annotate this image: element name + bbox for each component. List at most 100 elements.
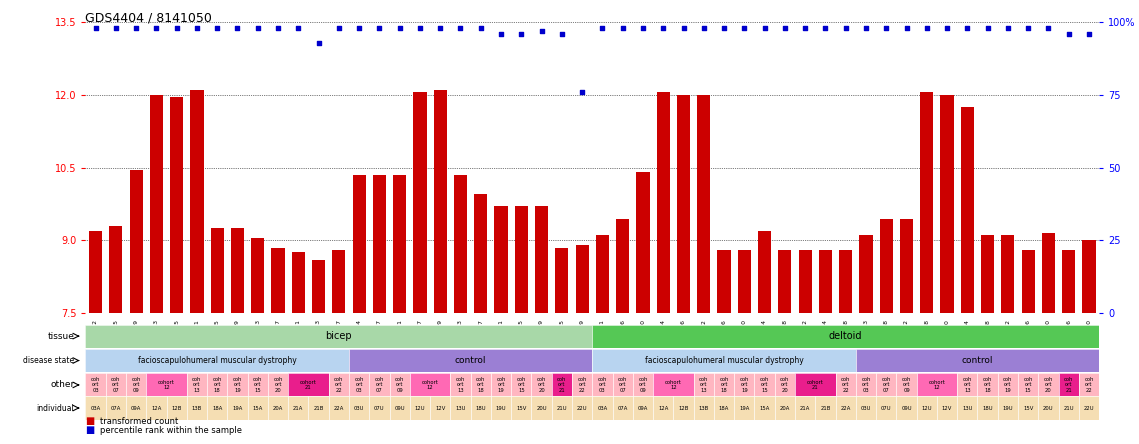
Point	[330, 24, 349, 32]
Text: transformed count: transformed count	[100, 417, 179, 426]
Text: 07U: 07U	[374, 405, 385, 411]
Bar	[252, 238, 264, 313]
Text: facioscapulohumeral muscular dystrophy: facioscapulohumeral muscular dystrophy	[138, 356, 296, 365]
Text: coh
ort
03: coh ort 03	[91, 377, 100, 393]
Point	[188, 24, 206, 32]
Text: cohort
12: cohort 12	[928, 380, 945, 390]
Bar	[596, 235, 609, 313]
Bar	[961, 107, 974, 313]
Point	[796, 24, 814, 32]
Point	[411, 24, 429, 32]
Text: 09U: 09U	[394, 405, 405, 411]
Text: 15A: 15A	[760, 405, 770, 411]
Text: 22A: 22A	[841, 405, 851, 411]
Point	[695, 24, 713, 32]
Text: coh
ort
15: coh ort 15	[760, 377, 769, 393]
Text: 07A: 07A	[617, 405, 628, 411]
Text: 12U: 12U	[415, 405, 425, 411]
Point	[633, 24, 652, 32]
Bar	[556, 248, 568, 313]
Text: coh
ort
03: coh ort 03	[598, 377, 607, 393]
Text: 13B: 13B	[698, 405, 708, 411]
Text: coh
ort
19: coh ort 19	[739, 377, 749, 393]
Bar	[353, 175, 366, 313]
Text: coh
ort
19: coh ort 19	[232, 377, 243, 393]
Text: deltoid: deltoid	[829, 331, 862, 341]
Text: 21B: 21B	[820, 405, 830, 411]
Text: 07A: 07A	[110, 405, 121, 411]
Text: 12B: 12B	[679, 405, 689, 411]
Bar	[778, 250, 792, 313]
Point	[939, 24, 957, 32]
Bar	[454, 175, 467, 313]
Bar	[839, 250, 852, 313]
Point	[167, 24, 186, 32]
Text: facioscapulohumeral muscular dystrophy: facioscapulohumeral muscular dystrophy	[645, 356, 803, 365]
Text: coh
ort
15: coh ort 15	[253, 377, 262, 393]
Text: 12U: 12U	[921, 405, 932, 411]
Bar	[860, 235, 872, 313]
Text: coh
ort
09: coh ort 09	[638, 377, 648, 393]
Point	[573, 88, 591, 95]
Bar	[292, 253, 305, 313]
Bar	[1022, 250, 1034, 313]
Text: coh
ort
07: coh ort 07	[112, 377, 121, 393]
Bar	[535, 206, 548, 313]
Text: 20A: 20A	[273, 405, 284, 411]
Point	[857, 24, 875, 32]
Point	[654, 24, 672, 32]
Bar	[333, 250, 345, 313]
Text: 15V: 15V	[516, 405, 526, 411]
Bar	[434, 90, 446, 313]
Text: 03A: 03A	[597, 405, 607, 411]
Text: 13B: 13B	[191, 405, 202, 411]
Text: 21U: 21U	[1064, 405, 1074, 411]
Point	[370, 24, 388, 32]
Text: 12V: 12V	[435, 405, 445, 411]
Point	[552, 30, 571, 37]
Bar	[819, 250, 831, 313]
Text: ■: ■	[85, 416, 95, 426]
Point	[958, 24, 976, 32]
Point	[147, 24, 165, 32]
Text: coh
ort
15: coh ort 15	[517, 377, 526, 393]
Text: coh
ort
22: coh ort 22	[1084, 377, 1093, 393]
Text: 07U: 07U	[880, 405, 892, 411]
Text: cohort
12: cohort 12	[158, 380, 175, 390]
Bar	[981, 235, 994, 313]
Bar	[677, 95, 690, 313]
Bar	[697, 95, 711, 313]
Point	[614, 24, 632, 32]
Text: 21B: 21B	[313, 405, 323, 411]
Point	[87, 24, 105, 32]
Point	[1019, 24, 1038, 32]
Text: coh
ort
20: coh ort 20	[273, 377, 282, 393]
Text: 19A: 19A	[232, 405, 243, 411]
Bar	[759, 230, 771, 313]
Point	[978, 24, 997, 32]
Bar	[211, 228, 223, 313]
Bar	[637, 172, 649, 313]
Text: 03U: 03U	[861, 405, 871, 411]
Point	[208, 24, 227, 32]
Text: cohort
21: cohort 21	[300, 380, 317, 390]
Text: 09U: 09U	[901, 405, 912, 411]
Text: coh
ort
20: coh ort 20	[536, 377, 547, 393]
Bar	[190, 90, 204, 313]
Text: control: control	[961, 356, 993, 365]
Bar	[170, 97, 183, 313]
Bar	[109, 226, 122, 313]
Text: 12A: 12A	[658, 405, 669, 411]
Text: 13U: 13U	[962, 405, 973, 411]
Point	[715, 24, 734, 32]
Point	[492, 30, 510, 37]
Bar	[900, 218, 913, 313]
Text: 15V: 15V	[1023, 405, 1033, 411]
Bar	[494, 206, 508, 313]
Text: GDS4404 / 8141050: GDS4404 / 8141050	[85, 11, 212, 24]
Text: 22A: 22A	[334, 405, 344, 411]
Bar	[798, 250, 812, 313]
Text: 09A: 09A	[638, 405, 648, 411]
Text: ■: ■	[85, 425, 95, 435]
Point	[248, 24, 267, 32]
